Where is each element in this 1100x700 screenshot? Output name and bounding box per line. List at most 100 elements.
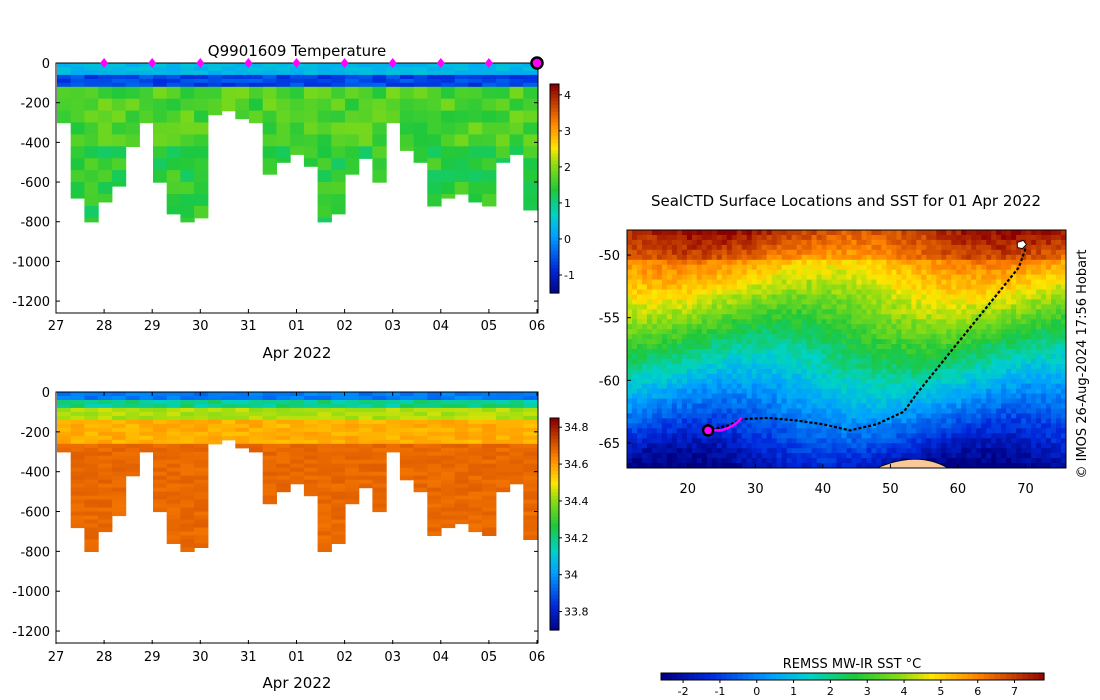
sst-cell — [901, 373, 907, 380]
colorbar-segment — [550, 153, 559, 158]
profile-cell — [331, 495, 346, 501]
profile-cell — [399, 407, 415, 413]
sst-cell — [736, 324, 743, 330]
sst-cell — [991, 373, 997, 380]
profile-cell — [276, 396, 291, 401]
profile-cell — [386, 407, 401, 413]
sst-cell — [736, 383, 743, 390]
sst-cell — [941, 254, 947, 261]
sst-cell — [647, 314, 653, 320]
profile-cell — [303, 74, 319, 80]
sst-cell — [916, 294, 922, 300]
profile-cell — [84, 455, 99, 461]
sst-cell — [766, 339, 773, 345]
sst-cell — [821, 235, 828, 241]
colorbar-segment — [550, 463, 559, 468]
sst-cell — [841, 259, 847, 266]
sst-cell — [736, 373, 743, 380]
profile-cell — [482, 531, 497, 536]
sst-cell — [891, 319, 897, 325]
sst-cell — [911, 284, 917, 290]
profile-cell — [98, 178, 113, 183]
sst-cell — [806, 289, 813, 295]
sst-cell — [751, 314, 758, 320]
sst-cell — [916, 368, 922, 375]
profile-cell — [441, 459, 456, 465]
profile-cell — [345, 499, 360, 505]
profile-cell — [331, 419, 346, 425]
sst-cell — [661, 373, 668, 380]
profile-cell — [372, 487, 387, 493]
sst-cell — [806, 368, 813, 375]
profile-cell — [70, 150, 85, 155]
profile-cell — [70, 190, 85, 195]
sst-cell — [1026, 309, 1032, 315]
profile-cell — [413, 479, 428, 485]
sst-cell — [632, 299, 638, 305]
sst-cell — [901, 249, 907, 256]
sst-cell — [971, 354, 977, 360]
profile-cell — [221, 411, 236, 417]
profile-cell — [221, 427, 236, 433]
sst-cell — [1011, 289, 1017, 295]
sst-cell — [781, 299, 788, 305]
sst-cell — [661, 368, 668, 375]
sst-cell — [906, 284, 912, 290]
profile-cell — [70, 170, 85, 175]
sst-cell — [632, 264, 638, 271]
sst-cell — [751, 294, 758, 300]
sst-cell — [711, 274, 718, 281]
profile-cell — [70, 431, 85, 437]
sst-cell — [711, 304, 718, 310]
profile-cell — [454, 78, 469, 84]
profile-cell — [345, 415, 360, 421]
sst-cell — [926, 239, 932, 246]
sst-cell — [1031, 314, 1037, 320]
sst-cell — [856, 244, 862, 251]
profile-cell — [468, 102, 483, 108]
sst-cell — [911, 259, 917, 266]
profile-cell — [153, 158, 168, 163]
profile-cell — [194, 515, 209, 521]
sst-cell — [776, 259, 783, 266]
sst-cell — [1061, 344, 1067, 350]
profile-cell — [303, 86, 319, 92]
sst-cell — [647, 289, 653, 295]
profile-cell — [482, 467, 497, 473]
sst-cell — [706, 259, 713, 266]
profile-cell — [98, 439, 113, 445]
sst-cell — [1016, 378, 1022, 385]
sst-cell — [1051, 284, 1057, 290]
sst-cell — [681, 289, 688, 295]
sst-cell — [637, 354, 643, 360]
sst-cell — [791, 259, 798, 266]
profile-cell — [482, 415, 497, 421]
profile-cell — [98, 134, 113, 139]
sst-cell — [632, 249, 638, 256]
profile-cell — [98, 503, 113, 509]
sst-cell — [826, 230, 832, 236]
profile-cell — [372, 447, 387, 453]
profile-cell — [290, 392, 305, 397]
profile-cell — [372, 170, 387, 175]
profile-cell — [166, 201, 181, 207]
sst-cell — [846, 230, 852, 236]
profile-cell — [180, 150, 195, 155]
sst-cell — [1061, 339, 1067, 345]
profile-cell — [482, 122, 497, 128]
profile-cell — [386, 70, 401, 76]
profile-cell — [317, 150, 332, 155]
sst-cell — [627, 314, 633, 320]
profile-cell — [413, 407, 428, 413]
sst-cell — [647, 284, 653, 290]
sst-cell — [871, 334, 877, 340]
sst-cell — [931, 264, 937, 271]
sst-cell — [981, 294, 987, 300]
sst-cell — [796, 383, 803, 390]
sst-cell — [666, 230, 673, 236]
sst-cell — [741, 230, 748, 236]
sst-cell — [1046, 299, 1052, 305]
sst-cell — [981, 254, 987, 261]
sst-cell — [1021, 349, 1027, 355]
profile-cell — [317, 209, 332, 215]
